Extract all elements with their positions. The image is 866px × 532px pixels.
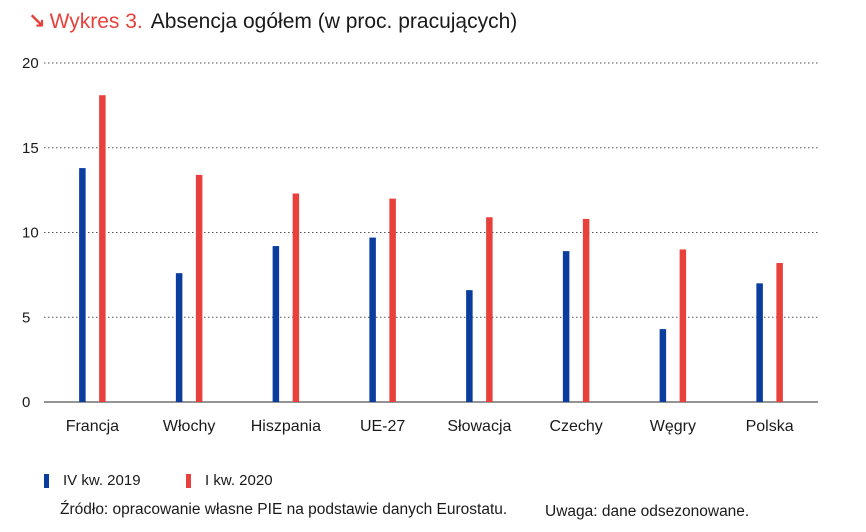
source-note: Źródło: opracowanie własne PIE na podsta… <box>60 501 508 518</box>
bar-2019 <box>659 329 667 402</box>
legend-swatch-2019 <box>44 473 49 488</box>
x-tick-label: Hiszpania <box>251 418 321 435</box>
bar-2019 <box>272 246 280 402</box>
legend-item-2020: I kw. 2020 <box>186 472 273 489</box>
bar-2020 <box>195 174 203 402</box>
bar-2019 <box>756 283 763 402</box>
bar-2020 <box>486 217 493 402</box>
bar-2020 <box>389 198 396 402</box>
bar-2020 <box>776 263 783 402</box>
legend-label-2020: I kw. 2020 <box>205 472 273 489</box>
bar-2019 <box>466 290 473 402</box>
bar-2019 <box>79 168 86 402</box>
y-tick-label: 10 <box>22 225 39 242</box>
x-tick-label: Słowacja <box>447 418 511 435</box>
bar-2019 <box>369 237 376 402</box>
x-tick-label: Węgry <box>650 418 696 435</box>
bar-2020 <box>582 218 590 402</box>
y-tick-label: 20 <box>22 55 39 72</box>
bar-2020 <box>679 249 687 402</box>
bar-2020 <box>99 95 106 402</box>
x-tick-label: Włochy <box>163 418 215 435</box>
x-tick-label: Polska <box>746 418 794 435</box>
y-tick-label: 15 <box>22 140 39 157</box>
x-tick-label: UE-27 <box>360 418 405 435</box>
bar-chart: 0 5 10 15 20 Francja Włochy Hiszpania UE-27 Słowa… <box>22 55 818 435</box>
figure-number: Wykres 3. <box>49 10 143 33</box>
bar-2020 <box>292 193 300 402</box>
x-tick-label: Czechy <box>549 418 602 435</box>
legend-label-2019: IV kw. 2019 <box>63 472 141 489</box>
legend-item-2019: IV kw. 2019 <box>44 472 141 489</box>
legend-swatch-2020 <box>186 473 191 488</box>
data-note: Uwaga: dane odsezonowane. <box>545 503 750 520</box>
chart-title-row: ↘ Wykres 3. Absencja ogółem (w proc. pracu… <box>28 9 517 34</box>
y-tick-label: 5 <box>22 309 30 326</box>
bar-2019 <box>562 251 570 402</box>
chart-title: Absencja ogółem (w proc. pracujących) <box>150 10 518 33</box>
y-tick-label: 0 <box>22 394 30 411</box>
bar-2019 <box>175 273 183 402</box>
arrow-down-right-icon: ↘ <box>28 10 46 33</box>
x-tick-label: Francja <box>66 418 119 435</box>
